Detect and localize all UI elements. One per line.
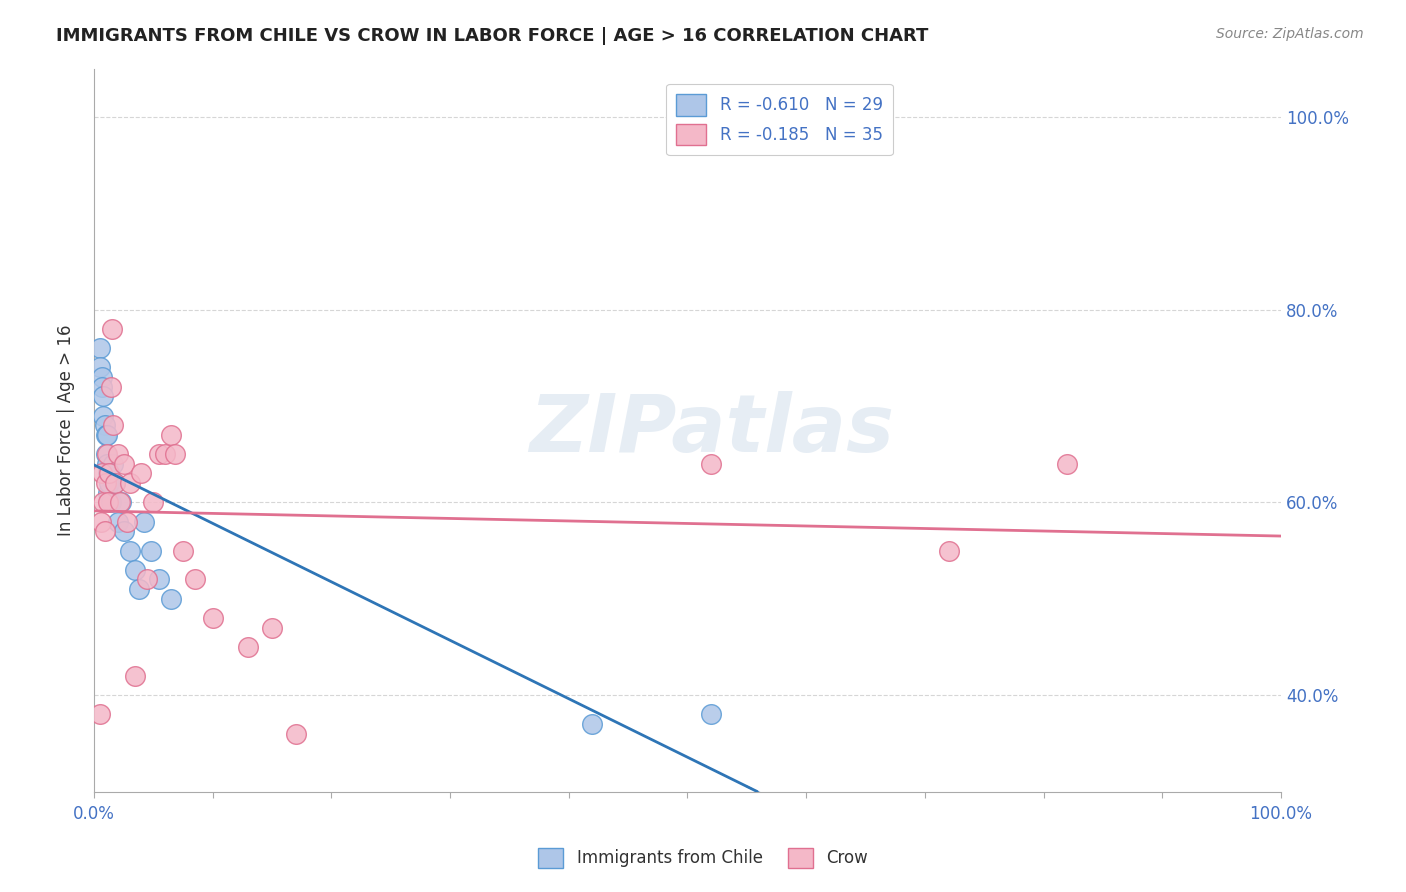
Point xyxy=(163,447,186,461)
Point xyxy=(160,428,183,442)
Point xyxy=(108,495,131,509)
Point xyxy=(118,543,141,558)
Point xyxy=(93,409,115,423)
Point xyxy=(93,524,115,539)
Point xyxy=(104,476,127,491)
Point xyxy=(136,573,159,587)
Point xyxy=(96,457,118,471)
Point xyxy=(124,563,146,577)
Point xyxy=(93,389,115,403)
Point xyxy=(260,621,283,635)
Point xyxy=(139,543,162,558)
Point xyxy=(142,495,165,509)
Point xyxy=(184,573,207,587)
Legend: R = -0.610   N = 29, R = -0.185   N = 35: R = -0.610 N = 29, R = -0.185 N = 35 xyxy=(666,84,893,155)
Point xyxy=(153,447,176,461)
Point xyxy=(115,515,138,529)
Point xyxy=(94,447,117,461)
Point xyxy=(96,447,118,461)
Point xyxy=(148,447,170,461)
Point xyxy=(132,515,155,529)
Point xyxy=(94,428,117,442)
Point xyxy=(91,370,114,384)
Text: ZIPatlas: ZIPatlas xyxy=(529,391,894,469)
Point xyxy=(112,524,135,539)
Point xyxy=(201,611,224,625)
Point xyxy=(118,476,141,491)
Text: IMMIGRANTS FROM CHILE VS CROW IN LABOR FORCE | AGE > 16 CORRELATION CHART: IMMIGRANTS FROM CHILE VS CROW IN LABOR F… xyxy=(56,27,928,45)
Point xyxy=(96,428,118,442)
Point xyxy=(90,515,112,529)
Point xyxy=(93,495,115,509)
Point xyxy=(110,495,132,509)
Point xyxy=(124,669,146,683)
Legend: Immigrants from Chile, Crow: Immigrants from Chile, Crow xyxy=(531,841,875,875)
Point xyxy=(94,476,117,491)
Point xyxy=(238,640,260,654)
Point xyxy=(148,573,170,587)
Point xyxy=(98,476,121,491)
Point xyxy=(100,495,122,509)
Point xyxy=(97,485,120,500)
Point xyxy=(91,379,114,393)
Point xyxy=(101,418,124,433)
Point xyxy=(89,360,111,375)
Point xyxy=(107,515,129,529)
Point xyxy=(172,543,194,558)
Point xyxy=(98,467,121,481)
Point xyxy=(131,467,153,481)
Point xyxy=(700,457,723,471)
Point xyxy=(89,707,111,722)
Point xyxy=(97,495,120,509)
Point xyxy=(112,457,135,471)
Point xyxy=(128,582,150,596)
Point xyxy=(93,418,115,433)
Point xyxy=(284,727,307,741)
Point xyxy=(100,322,122,336)
Point xyxy=(91,467,114,481)
Point xyxy=(97,467,120,481)
Point xyxy=(938,543,960,558)
Point xyxy=(160,591,183,606)
Y-axis label: In Labor Force | Age > 16: In Labor Force | Age > 16 xyxy=(58,325,75,536)
Point xyxy=(107,447,129,461)
Point xyxy=(100,379,122,393)
Point xyxy=(104,476,127,491)
Point xyxy=(101,457,124,471)
Text: Source: ZipAtlas.com: Source: ZipAtlas.com xyxy=(1216,27,1364,41)
Point xyxy=(581,717,603,731)
Point xyxy=(700,707,723,722)
Point xyxy=(89,341,111,355)
Point xyxy=(1056,457,1078,471)
